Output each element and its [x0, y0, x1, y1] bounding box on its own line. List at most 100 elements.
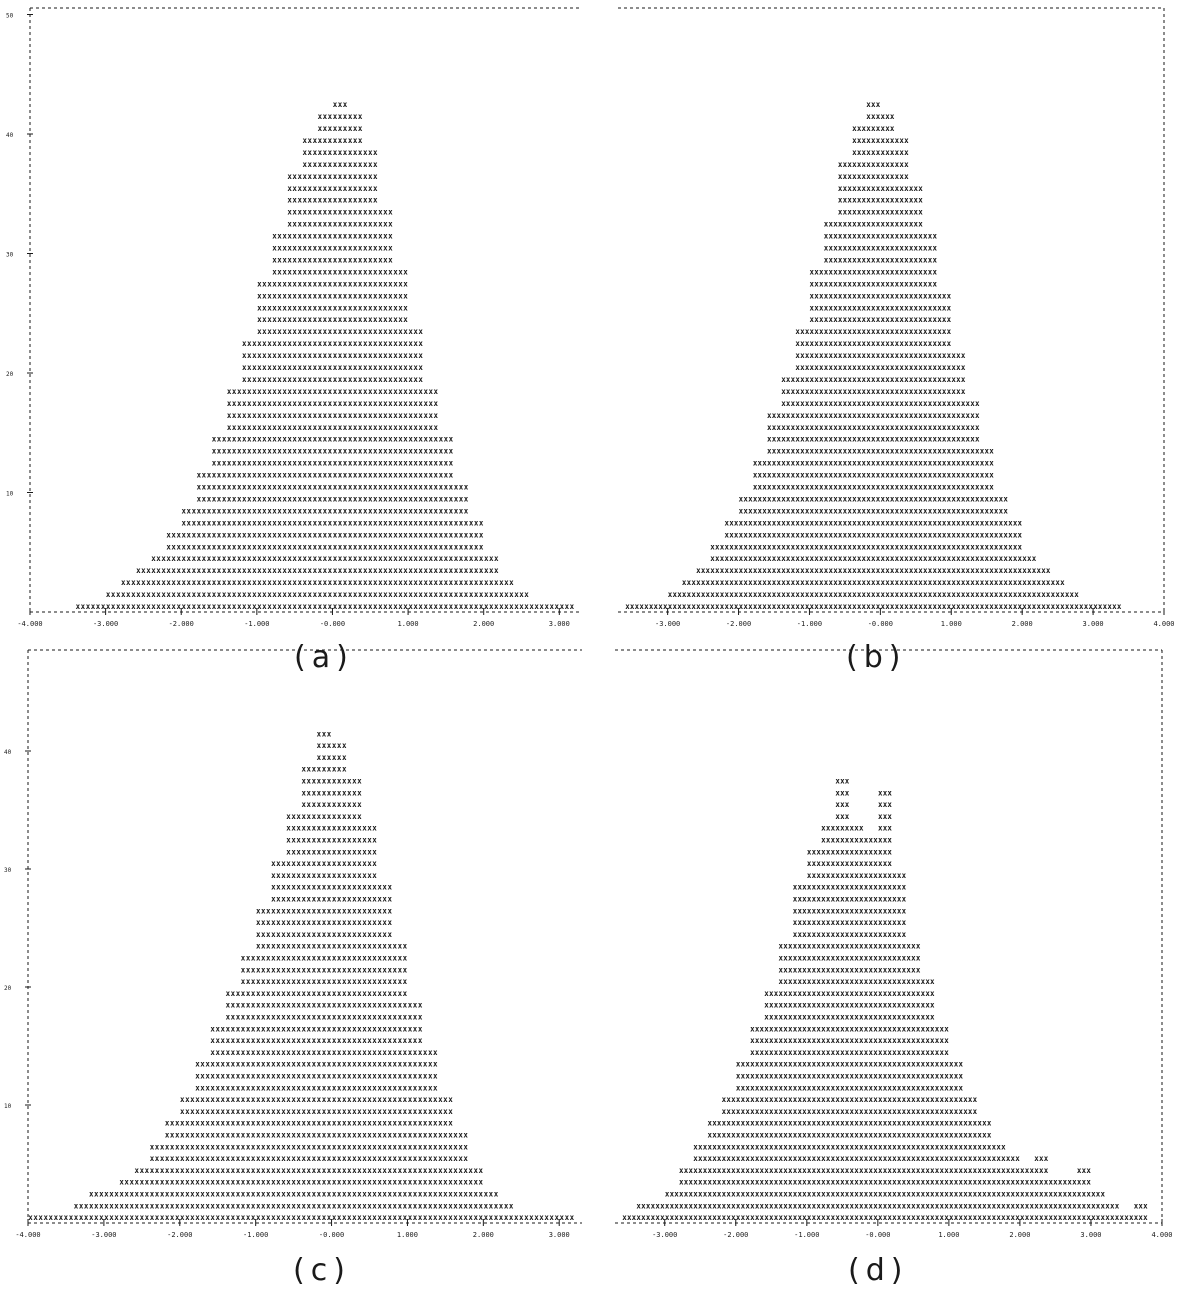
svg-text:x: x — [323, 196, 328, 205]
svg-text:x: x — [373, 590, 378, 599]
svg-text:x: x — [111, 590, 116, 599]
svg-text:x: x — [227, 423, 232, 432]
svg-text:x: x — [398, 542, 403, 551]
svg-text:x: x — [302, 315, 307, 324]
svg-text:x: x — [358, 375, 363, 384]
svg-text:x: x — [464, 542, 469, 551]
svg-text:x: x — [207, 542, 212, 551]
svg-text:x: x — [171, 542, 176, 551]
svg-text:x: x — [388, 303, 393, 312]
svg-text:x: x — [328, 423, 333, 432]
svg-text:x: x — [247, 411, 252, 420]
svg-text:x: x — [484, 590, 489, 599]
svg-text:x: x — [388, 411, 393, 420]
bar-d-19: x x xx x xx x xx x xx x xx x xx x xx x xx x xx x xx x xx x xx x xx… — [892, 871, 906, 1222]
svg-text:x: x — [272, 566, 277, 575]
svg-text:x: x — [328, 112, 333, 121]
svg-text:x: x — [353, 590, 358, 599]
svg-text:x: x — [171, 530, 176, 539]
bar-b-5: x x xx x xx x xx x x — [696, 566, 710, 611]
bar-c-3: x x xx x x — [74, 1201, 89, 1222]
svg-text:x: x — [318, 244, 323, 253]
svg-text:x: x — [267, 303, 272, 312]
svg-text:x: x — [212, 602, 217, 611]
svg-text:x: x — [373, 208, 378, 217]
bar-d-6: x x xx x xx x xx x xx x xx x xx x xx x xx x x — [707, 1119, 721, 1222]
svg-text:x: x — [449, 459, 454, 468]
svg-text:x: x — [302, 494, 307, 503]
svg-text:x: x — [363, 423, 368, 432]
svg-text:x: x — [176, 602, 181, 611]
svg-text:x: x — [373, 160, 378, 169]
svg-text:x: x — [353, 196, 358, 205]
svg-text:x: x — [423, 435, 428, 444]
svg-text:x: x — [207, 602, 212, 611]
svg-text:x: x — [192, 590, 197, 599]
svg-text:x: x — [413, 566, 418, 575]
bar-c-31: x x xx x x — [499, 1201, 514, 1222]
svg-text:x: x — [489, 554, 494, 563]
svg-text:x: x — [403, 279, 408, 288]
svg-text:x: x — [171, 578, 176, 587]
svg-text:x: x — [313, 590, 318, 599]
svg-text:x: x — [323, 232, 328, 241]
svg-text:x: x — [464, 590, 469, 599]
svg-text:x: x — [358, 351, 363, 360]
svg-text:x: x — [323, 375, 328, 384]
svg-text:x: x — [333, 208, 338, 217]
bar-a-10: x x xx x xx x xx x xx x xx x xx x xx x xx x xx x xx x xx x xx x xx… — [227, 387, 242, 611]
svg-text:x: x — [333, 566, 338, 575]
bar-d-1: x x xx x x — [636, 1201, 650, 1222]
svg-text:x: x — [318, 291, 323, 300]
x-tick-label-c: -1.000 — [243, 1231, 268, 1239]
svg-text:x: x — [333, 148, 338, 157]
svg-text:x: x — [459, 566, 464, 575]
svg-text:x: x — [373, 184, 378, 193]
svg-text:x: x — [232, 483, 237, 492]
svg-text:x: x — [328, 184, 333, 193]
svg-text:x: x — [378, 315, 383, 324]
bar-d-33: x x xx x xx x x — [1091, 1190, 1105, 1223]
svg-text:x: x — [348, 542, 353, 551]
svg-text:x: x — [423, 399, 428, 408]
svg-text:x: x — [989, 483, 994, 492]
svg-text:x: x — [368, 411, 373, 420]
svg-text:x: x — [423, 518, 428, 527]
svg-text:x: x — [418, 518, 423, 527]
svg-text:x: x — [388, 483, 393, 492]
svg-text:x: x — [434, 447, 439, 456]
svg-text:x: x — [378, 339, 383, 348]
svg-text:x: x — [121, 590, 126, 599]
svg-text:x: x — [267, 471, 272, 480]
svg-text:x: x — [287, 530, 292, 539]
svg-text:x: x — [282, 303, 287, 312]
svg-text:x: x — [408, 447, 413, 456]
svg-text:x: x — [378, 506, 383, 515]
svg-text:x: x — [484, 566, 489, 575]
svg-text:x: x — [393, 506, 398, 515]
svg-text:x: x — [222, 471, 227, 480]
svg-text:x: x — [242, 375, 247, 384]
svg-text:x: x — [393, 387, 398, 396]
svg-text:x: x — [282, 387, 287, 396]
svg-text:x: x — [262, 602, 267, 611]
svg-text:x: x — [388, 602, 393, 611]
svg-text:x: x — [222, 447, 227, 456]
svg-text:x: x — [308, 303, 313, 312]
svg-text:x: x — [343, 351, 348, 360]
svg-text:x: x — [328, 148, 333, 157]
svg-text:x: x — [434, 590, 439, 599]
svg-text:x: x — [212, 435, 217, 444]
svg-text:x: x — [328, 494, 333, 503]
svg-text:x: x — [237, 435, 242, 444]
svg-text:x: x — [318, 327, 323, 336]
svg-text:x: x — [232, 435, 237, 444]
svg-text:x: x — [444, 578, 449, 587]
svg-text:x: x — [202, 483, 207, 492]
svg-text:x: x — [373, 411, 378, 420]
svg-text:x: x — [383, 447, 388, 456]
svg-text:x: x — [388, 590, 393, 599]
svg-text:x: x — [464, 494, 469, 503]
